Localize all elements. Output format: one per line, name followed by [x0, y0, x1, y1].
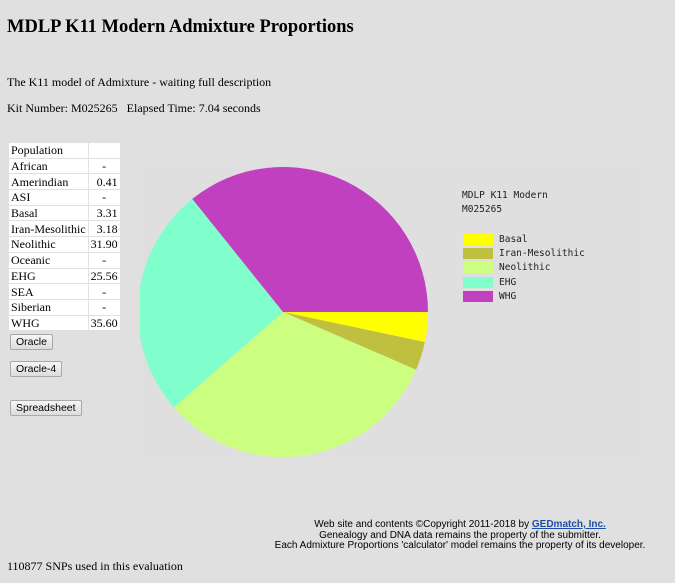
population-value: - [88, 284, 120, 299]
legend-swatch [463, 276, 493, 288]
legend-item: EHG [463, 275, 585, 289]
population-value: 25.56 [88, 268, 120, 284]
table-header-row: Population [9, 143, 120, 158]
legend-swatch [463, 233, 493, 245]
oracle-button[interactable]: Oracle [10, 334, 53, 350]
legend-title: MDLP K11 Modern M025265 [462, 189, 548, 217]
chart-title: MDLP K11 Modern [462, 190, 548, 201]
table-row: SEA - [9, 284, 120, 299]
table-row: ASI - [9, 190, 120, 205]
model-description: The K11 model of Admixture - waiting ful… [7, 75, 272, 89]
population-name: Basal [9, 205, 88, 221]
legend-item: Iran-Mesolithic [463, 246, 585, 260]
population-name: Neolithic [9, 237, 88, 252]
gedmatch-link[interactable]: GEDmatch, Inc. [531, 519, 606, 530]
legend-item: Basal [463, 232, 585, 246]
population-value: - [88, 190, 120, 205]
pie-slice-ehg [138, 198, 283, 408]
population-value: - [88, 299, 120, 315]
copyright-text: Web site and contents ©Copyright 2011-20… [314, 519, 532, 530]
population-table: Population African - Amerindian 0.41 ASI - Bas… [8, 142, 121, 332]
legend-label: WHG [499, 290, 517, 302]
legend-label: EHG [499, 276, 517, 288]
kit-label: Kit Number: [7, 101, 68, 115]
legend-swatch [463, 290, 493, 302]
table-row: African - [9, 158, 120, 174]
population-value: 3.31 [88, 205, 120, 221]
snps-count: 110877 SNPs used in this evaluation [7, 559, 183, 573]
population-name: African [9, 158, 88, 174]
population-name: Iran-Mesolithic [9, 221, 88, 237]
table-row: Oceanic - [9, 252, 120, 268]
table-row: Siberian - [9, 299, 120, 315]
kit-info: Kit Number: M025265 Elapsed Time: 7.04 s… [7, 101, 261, 116]
header-population: Population [9, 143, 88, 158]
legend-swatch [463, 247, 493, 259]
footer: Web site and contents ©Copyright 2011-20… [270, 519, 650, 552]
population-value: - [88, 158, 120, 174]
population-name: WHG [9, 315, 88, 331]
legend-item: Neolithic [463, 261, 585, 275]
pie-slice-iran-mesolithic [283, 312, 425, 370]
population-value: 3.18 [88, 221, 120, 237]
copyright-line: Web site and contents ©Copyright 2011-20… [270, 519, 650, 531]
legend-swatch [463, 262, 493, 274]
page-title: MDLP K11 Modern Admixture Proportions [7, 17, 354, 37]
table-row: Iran-Mesolithic 3.18 [9, 221, 120, 237]
admixture-pie-chart: MDLP K11 Modern M025265 Basal Iran-Mesoli… [138, 165, 642, 457]
oracle-4-button[interactable]: Oracle-4 [10, 361, 63, 377]
population-name: Amerindian [9, 174, 88, 190]
table-row: EHG 25.56 [9, 268, 120, 284]
chart-subtitle: M025265 [462, 204, 503, 215]
table-row: Amerindian 0.41 [9, 174, 120, 190]
legend-label: Neolithic [499, 262, 551, 274]
population-name: SEA [9, 284, 88, 299]
population-name: ASI [9, 190, 88, 205]
pie-slice-whg [192, 167, 428, 312]
header-value [88, 143, 120, 158]
legend-item: WHG [463, 289, 585, 303]
pie-slice-neolithic [173, 312, 417, 457]
legend-label: Iran-Mesolithic [499, 247, 585, 259]
elapsed-label: Elapsed Time: [126, 101, 196, 115]
population-value: - [88, 252, 120, 268]
population-name: EHG [9, 268, 88, 284]
spreadsheet-button[interactable]: Spreadsheet [10, 400, 82, 416]
population-name: Siberian [9, 299, 88, 315]
chart-legend: Basal Iran-Mesolithic Neolithic EHG WHG [463, 232, 585, 303]
table-row: Neolithic 31.90 [9, 237, 120, 252]
pie-svg [138, 167, 428, 457]
table-row: WHG 35.60 [9, 315, 120, 331]
population-value: 35.60 [88, 315, 120, 331]
legend-label: Basal [499, 233, 528, 245]
pie-slice-basal [283, 312, 428, 343]
calculator-notice: Each Admixture Proportions 'calculator' … [274, 540, 646, 551]
table-row: Basal 3.31 [9, 205, 120, 221]
population-value: 0.41 [88, 174, 120, 190]
kit-number: M025265 [71, 101, 118, 115]
elapsed-value: 7.04 seconds [198, 101, 261, 115]
population-name: Oceanic [9, 252, 88, 268]
population-value: 31.90 [88, 237, 120, 252]
dna-notice: Genealogy and DNA data remains the prope… [319, 529, 601, 541]
